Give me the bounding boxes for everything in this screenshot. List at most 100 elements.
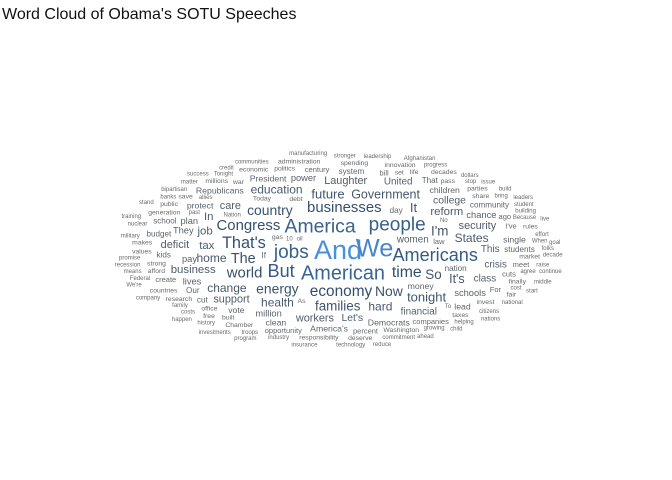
word-no: No [440,218,448,224]
word-plan: plan [181,216,199,226]
word-life: life [410,169,419,176]
word-law: law [433,237,445,246]
word-reform: reform [430,206,463,218]
word-family: family [172,303,188,309]
word-program: program [234,336,256,342]
word-let-s: Let's [341,313,363,324]
word-debt: debt [289,196,302,203]
word-cut: cut [197,296,209,305]
chart-title: Word Cloud of Obama's SOTU Speeches [2,6,297,23]
word-companies: companies [413,317,450,326]
word-gas: gas [272,234,284,241]
word-research: research [166,296,193,303]
word-pay: pay [182,254,197,264]
word-they: They [173,226,194,236]
word-millions: millions [205,178,228,185]
word-decades: decades [431,169,457,176]
word-women: women [396,235,429,246]
word-parties: parties [467,186,488,193]
word-effort: effort [535,232,549,238]
word-company: company [136,296,160,302]
word-office: office [201,305,217,312]
word-makes: makes [132,239,153,246]
word-tonight: tonight [407,290,446,305]
word-live: live [540,216,550,222]
word-cost: cost [510,285,521,291]
word-leadership: leadership [364,154,392,160]
word-deficit: deficit [161,239,189,251]
word-tonight: Tonight [214,172,234,178]
word-commitment: commitment [382,335,415,341]
word-student: student [514,202,534,208]
word-and: And [314,235,362,265]
word-building: building [515,208,536,214]
word-care: care [220,200,241,212]
word-i-m: I'm [431,223,448,238]
word-economy: economy [310,283,373,300]
word-build: build [499,186,512,192]
word-agree: agree [520,269,536,275]
word-community: community [470,200,510,209]
word-countries: countries [150,288,178,295]
word-manufacturing: manufacturing [289,151,327,157]
word-nation: nation [445,264,467,273]
word-single: single [503,235,526,245]
word-public: public [160,201,178,208]
word-power: power [291,173,316,183]
word-world: world [226,265,263,281]
word-recession: recession [115,262,141,268]
word-nuclear: nuclear [128,222,148,228]
word-we-re: We're [126,283,142,289]
word-folks: folks [542,246,554,252]
word-rules: rules [523,223,538,230]
word-insurance: insurance [291,342,318,348]
word-if: If [262,251,267,260]
word-american: American [301,263,385,285]
word-ago: ago [499,212,512,221]
word-security: security [459,220,497,232]
word-schools: schools [454,288,486,298]
word-stand: stand [139,200,154,206]
word-finally: finally [509,278,527,285]
word-spending: spending [341,160,369,167]
word-economic: economic [239,166,269,173]
word-day: day [390,206,404,215]
word-now: Now [375,283,404,299]
word-washington: Washington [383,327,419,334]
word-costs: costs [181,310,195,316]
word-stop: stop [465,179,477,185]
word-country: country [247,202,293,218]
word-that: That [422,176,439,185]
word-vote: vote [228,305,245,315]
word-system: system [339,167,365,176]
word-nation: Nation [224,212,241,218]
word-built: built [222,314,235,321]
word-today: Today [253,196,272,203]
word-money: money [408,281,435,291]
word-bring: bring [495,194,508,200]
word-federal: Federal [130,276,150,282]
word-means: means [124,269,142,275]
word-it-s: It's [449,272,465,286]
word-responsibility: responsibility [299,335,339,342]
word-credit: credit [219,165,234,171]
word-america-s: America's [310,324,349,334]
word-we: We [356,235,394,263]
word-leaders: leaders [513,195,533,201]
word-goal: goal [549,240,560,246]
word-when: When [532,238,548,244]
word-students: students [504,245,535,254]
word-in: In [204,211,214,223]
word-as: As [298,298,307,305]
word-change: change [207,281,247,295]
word-president: President [250,174,287,184]
word-investments: investments [199,330,231,336]
word-clean: clean [266,317,287,327]
word-jobs: jobs [273,242,309,263]
word-government: Government [351,187,420,201]
word-oil: oil [297,236,303,242]
word-home: home [196,251,226,265]
word-because: Because [513,215,537,221]
word-helping: helping [454,319,473,325]
word-afford: afford [148,268,165,275]
